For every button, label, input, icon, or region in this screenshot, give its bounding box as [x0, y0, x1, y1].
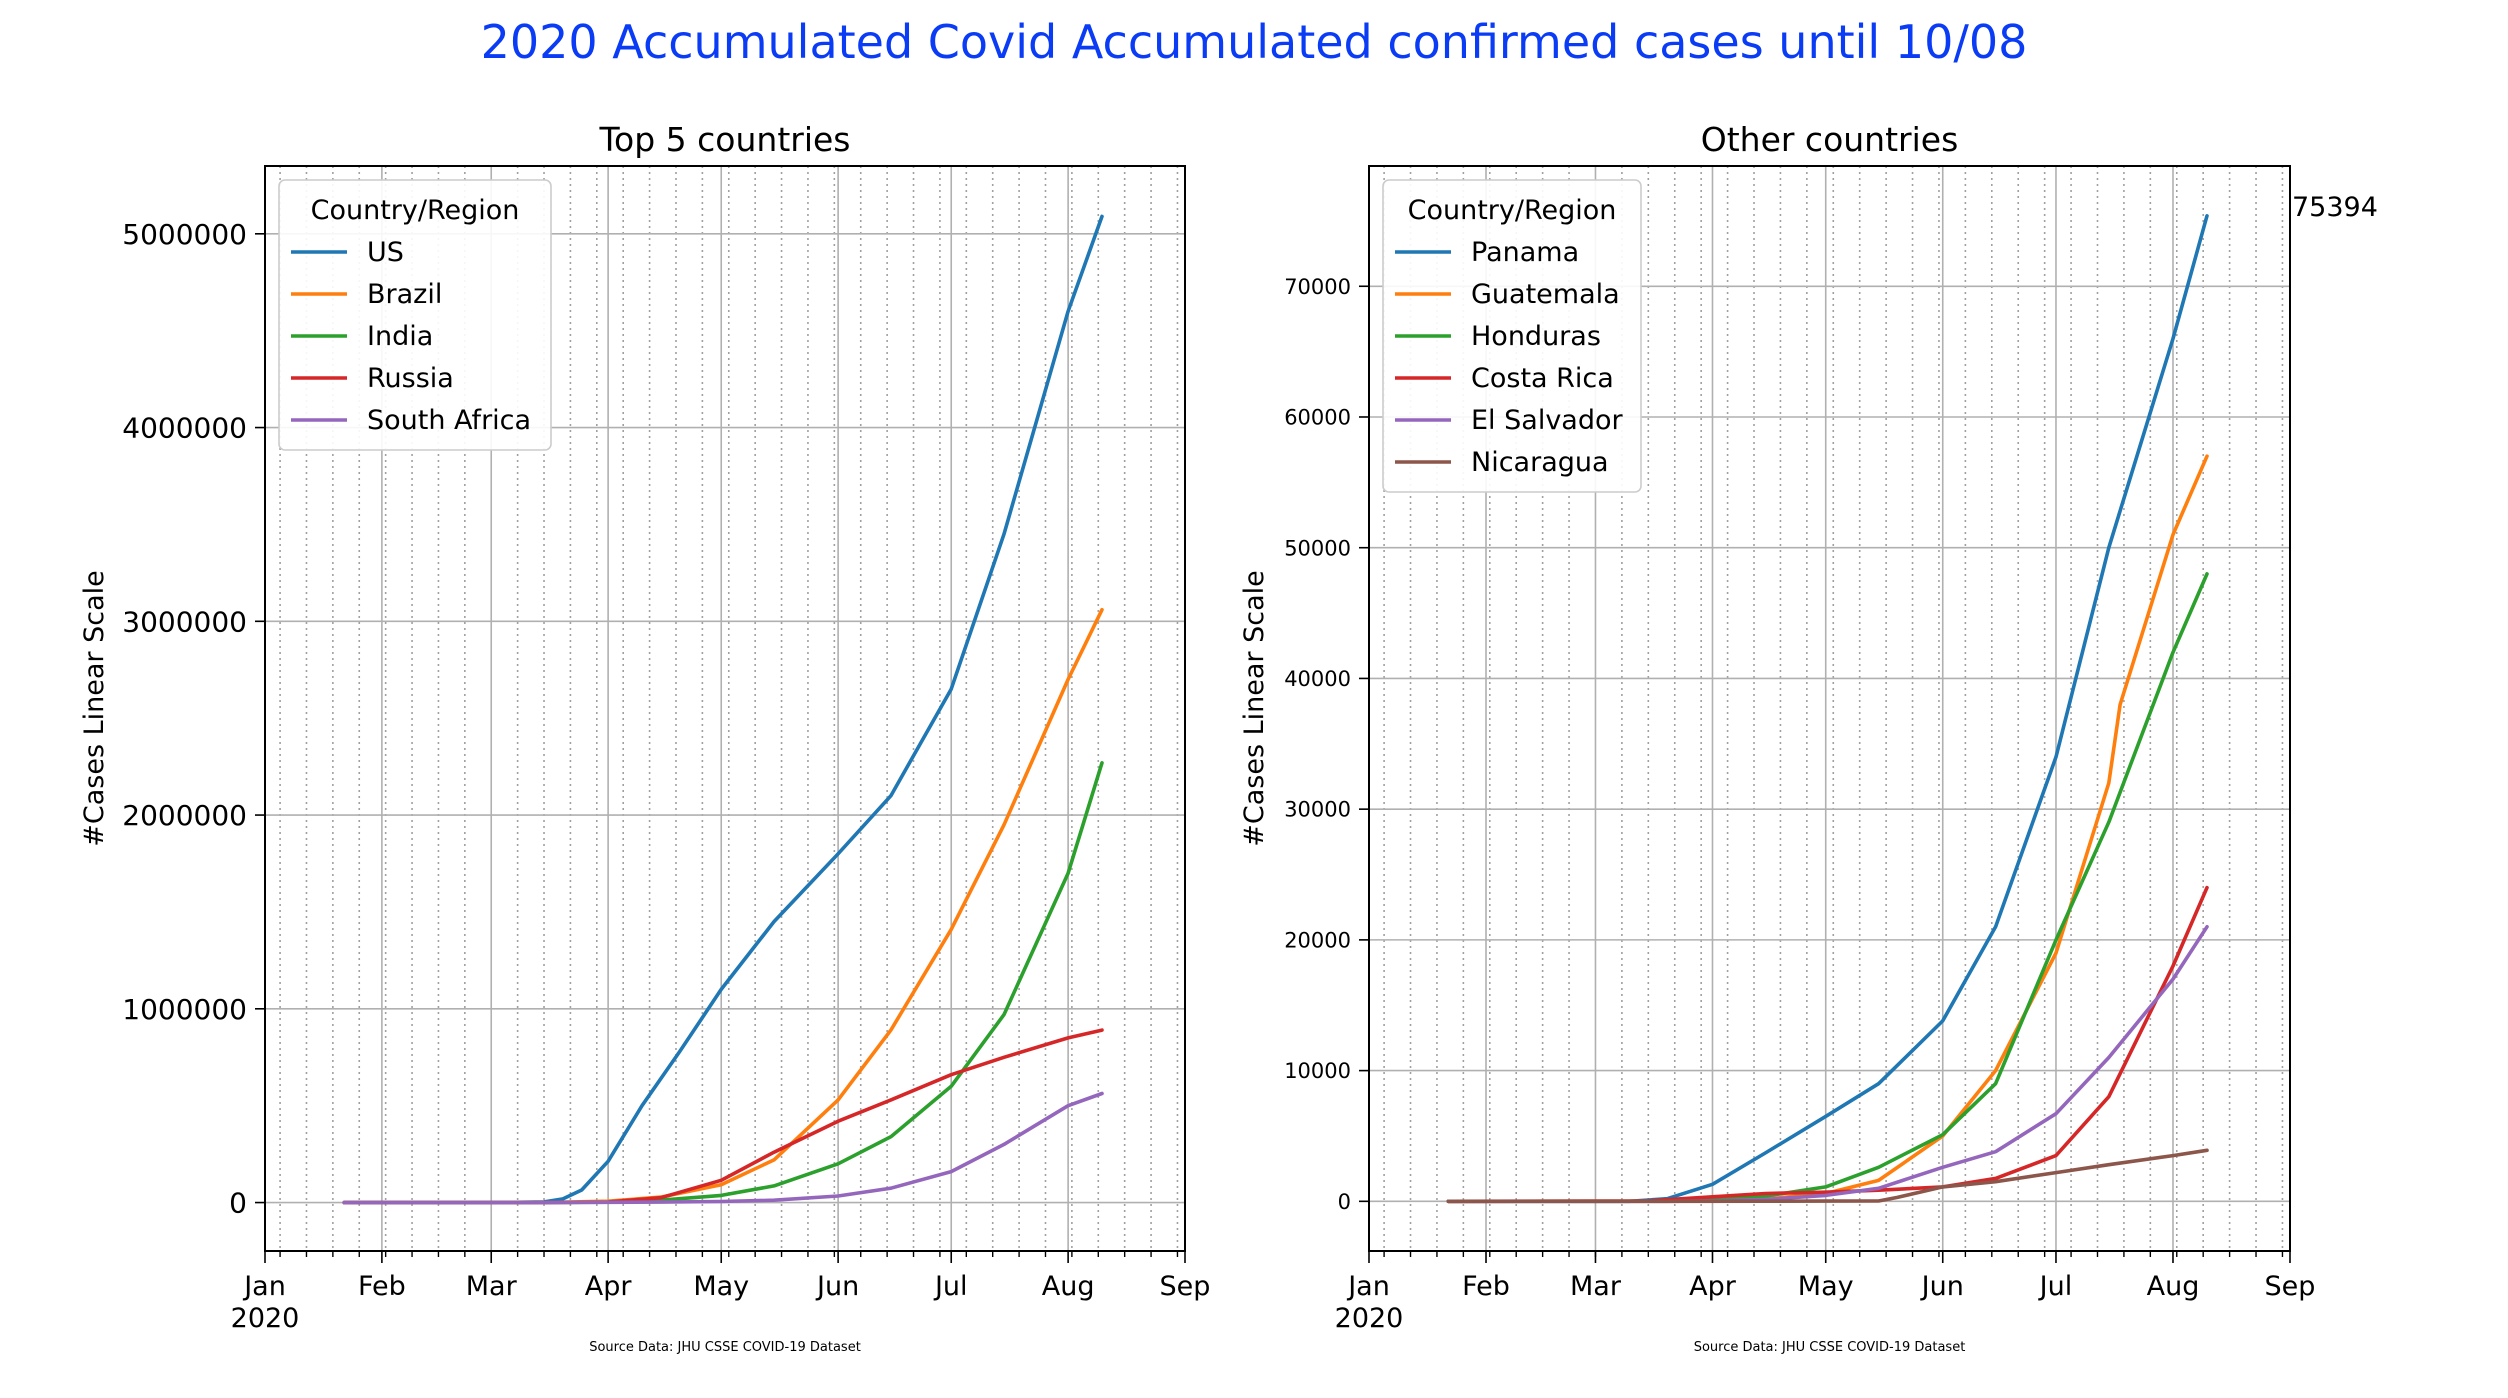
x-tick-label-aug: Aug [2147, 1271, 2200, 1302]
legend-label-el-salvador: El Salvador [1471, 405, 1624, 436]
series-line-el-salvador [1446, 924, 2209, 1204]
legend-box [1382, 179, 1642, 493]
legend-label-russia: Russia [367, 363, 454, 394]
series-line-russia [342, 1028, 1104, 1205]
y-tick-label: 50000 [1284, 536, 1351, 560]
x-year-label: 2020 [231, 1303, 300, 1334]
x-tick-label-may: May [693, 1271, 749, 1302]
x-tick-label-jun: Jun [1920, 1271, 1964, 1302]
legend-label-panama: Panama [1471, 237, 1579, 268]
legend-label-honduras: Honduras [1471, 321, 1601, 352]
series-lines [342, 214, 1104, 1205]
legend: Country/Region Panama Guatemala Honduras Cos… [1382, 179, 1642, 493]
x-tick-label-jan: Jan [1346, 1271, 1390, 1302]
series-lines [1446, 214, 2209, 1204]
x-tick-label-sep: Sep [1160, 1271, 1211, 1302]
x-tick-label-apr: Apr [585, 1271, 633, 1302]
plot-frame [264, 165, 1186, 1252]
y-tick-label: 20000 [1284, 928, 1351, 952]
series-line-south-africa [342, 1091, 1104, 1205]
legend-label-costa-rica: Costa Rica [1471, 363, 1614, 394]
x-tick-label-sep: Sep [2265, 1271, 2316, 1302]
y-ticks: 0 10000 20000 30000 40000 50000 60000 70000 [1284, 275, 1369, 1214]
y-tick-label: 1000000 [122, 993, 247, 1026]
y-tick-label: 40000 [1284, 667, 1351, 691]
legend: Country/Region US Brazil India Russia South A… [278, 179, 552, 451]
legend-label-south-africa: South Africa [367, 405, 531, 436]
y-tick-label: 10000 [1284, 1059, 1351, 1083]
chart-other-countries: Jan Feb Mar Apr May Jun Jul Aug Sep 2020 0 10000 200… [1239, 120, 2378, 1355]
legend-title: Country/Region [311, 195, 520, 226]
x-ticks: Jan Feb Mar Apr May Jun Jul Aug Sep 2020 [231, 1251, 1211, 1334]
y-tick-label: 60000 [1284, 406, 1351, 430]
subplot-title: Other countries [1701, 120, 1959, 159]
series-line-us [342, 214, 1104, 1205]
x-tick-label-aug: Aug [1042, 1271, 1095, 1302]
x-tick-label-mar: Mar [1570, 1271, 1622, 1302]
legend-label-brazil: Brazil [367, 279, 442, 310]
legend-label-nicaragua: Nicaragua [1471, 447, 1609, 478]
legend-label-guatemala: Guatemala [1471, 279, 1620, 310]
x-tick-label-jun: Jun [815, 1271, 859, 1302]
source-note: Source Data: JHU CSSE COVID-19 Dataset [589, 1340, 861, 1355]
y-axis-label: #Cases Linear Scale [79, 570, 110, 847]
x-tick-label-jan: Jan [242, 1271, 286, 1302]
series-line-brazil [342, 607, 1104, 1205]
max-value-annotation: 75394 [2292, 192, 2378, 223]
x-tick-label-may: May [1798, 1271, 1854, 1302]
series-line-honduras [1446, 572, 2209, 1204]
figure-title: 2020 Accumulated Covid Accumulated confi… [481, 15, 2028, 69]
x-tick-label-mar: Mar [466, 1271, 518, 1302]
y-tick-label: 0 [229, 1187, 247, 1220]
source-note: Source Data: JHU CSSE COVID-19 Dataset [1694, 1340, 1966, 1355]
x-tick-label-apr: Apr [1689, 1271, 1737, 1302]
y-tick-label: 70000 [1284, 275, 1351, 299]
x-tick-label-feb: Feb [1462, 1271, 1510, 1302]
series-line-india [342, 760, 1104, 1205]
y-tick-label: 2000000 [122, 799, 247, 832]
legend-label-india: India [367, 321, 433, 352]
y-tick-label: 4000000 [122, 412, 247, 445]
legend-title: Country/Region [1408, 195, 1617, 226]
series-line-guatemala [1446, 454, 2209, 1204]
y-tick-label: 0 [1338, 1190, 1351, 1214]
x-ticks: Jan Feb Mar Apr May Jun Jul Aug Sep 2020 [1335, 1251, 2316, 1334]
x-year-label: 2020 [1335, 1303, 1404, 1334]
chart-top-5-countries: Jan Feb Mar Apr May Jun Jul Aug Sep 2020 0 1000000 2… [79, 120, 1210, 1355]
subplot-title: Top 5 countries [599, 120, 851, 159]
y-tick-label: 3000000 [122, 605, 247, 638]
y-tick-label: 5000000 [122, 218, 247, 251]
y-tick-label: 30000 [1284, 798, 1351, 822]
legend-label-us: US [367, 237, 404, 268]
x-tick-label-jul: Jul [933, 1271, 968, 1302]
y-ticks: 0 1000000 2000000 3000000 4000000 5000000 [122, 218, 265, 1220]
x-tick-label-jul: Jul [2038, 1271, 2073, 1302]
plot-frame [1368, 165, 2291, 1252]
series-line-costa-rica [1446, 885, 2209, 1204]
x-tick-label-feb: Feb [358, 1271, 406, 1302]
legend-box [278, 179, 552, 451]
series-line-nicaragua [1446, 1148, 2209, 1204]
y-axis-label: #Cases Linear Scale [1239, 570, 1270, 847]
